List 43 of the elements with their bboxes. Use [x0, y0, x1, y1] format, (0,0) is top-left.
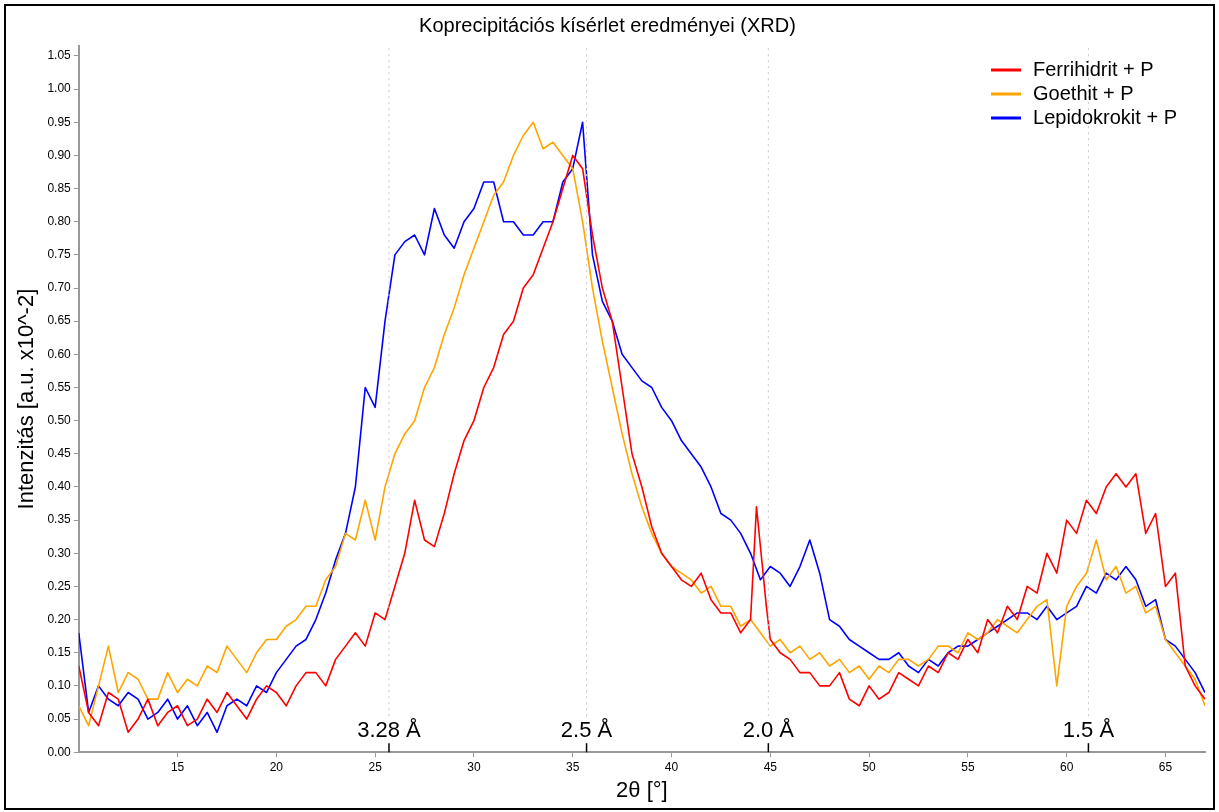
- x-tick-label: 20: [269, 759, 284, 774]
- y-axis-title: Intenzitás [a.u. x10^-2]: [13, 288, 39, 510]
- y-tick-label: 0.85: [47, 180, 72, 195]
- x-axis-title: 2θ [°]: [616, 776, 668, 802]
- y-tick-label: 0.90: [47, 147, 72, 162]
- ref-line-label: 2.5 Å: [560, 717, 613, 743]
- x-tick-label: 60: [1060, 759, 1074, 774]
- y-tick-label: 0.60: [47, 346, 72, 361]
- ref-line-label: 1.5 Å: [1062, 717, 1115, 743]
- y-tick-label: 0.25: [47, 578, 72, 593]
- y-tick-label: 1.00: [47, 81, 72, 96]
- x-tick-label: 25: [368, 759, 383, 774]
- y-tick-label: 0.15: [47, 645, 72, 660]
- y-tick-label: 0.80: [47, 214, 72, 229]
- y-tick-label: 0.35: [47, 512, 72, 527]
- x-tick-label: 15: [170, 759, 185, 774]
- y-tick-label: 0.75: [47, 247, 72, 262]
- y-tick-label: 0.45: [47, 446, 72, 461]
- y-tick-label: 0.55: [47, 379, 72, 394]
- y-tick-label: 0.70: [47, 280, 72, 295]
- y-tick-label: 0.65: [47, 313, 72, 328]
- ref-line-label: 2.0 Å: [742, 717, 795, 743]
- x-tick-label: 40: [664, 759, 679, 774]
- ref-line-label: 3.28 Å: [357, 717, 422, 743]
- x-tick-label: 55: [961, 759, 975, 774]
- y-tick-label: 0.95: [47, 114, 72, 129]
- y-tick-label: 0.30: [47, 545, 72, 560]
- legend-label: Lepidokrokit + P: [1033, 105, 1178, 128]
- x-tick-label: 35: [566, 759, 580, 774]
- y-tick-label: 0.00: [47, 744, 72, 759]
- x-tick-label: 30: [467, 759, 481, 774]
- chart-title: Koprecipitációs kísérlet eredményei (XRD): [419, 13, 796, 36]
- x-tick-label: 50: [862, 759, 877, 774]
- y-tick-label: 0.10: [47, 678, 72, 693]
- x-tick-label: 65: [1158, 759, 1173, 774]
- y-tick-label: 0.20: [47, 611, 72, 626]
- x-tick-label: 45: [763, 759, 778, 774]
- y-tick-label: 0.05: [47, 711, 72, 726]
- legend-label: Ferrihidrit + P: [1033, 57, 1154, 80]
- legend-label: Goethit + P: [1033, 81, 1134, 104]
- y-tick-label: 0.50: [47, 412, 72, 427]
- y-tick-label: 0.40: [47, 479, 72, 494]
- y-tick-label: 1.05: [47, 48, 72, 63]
